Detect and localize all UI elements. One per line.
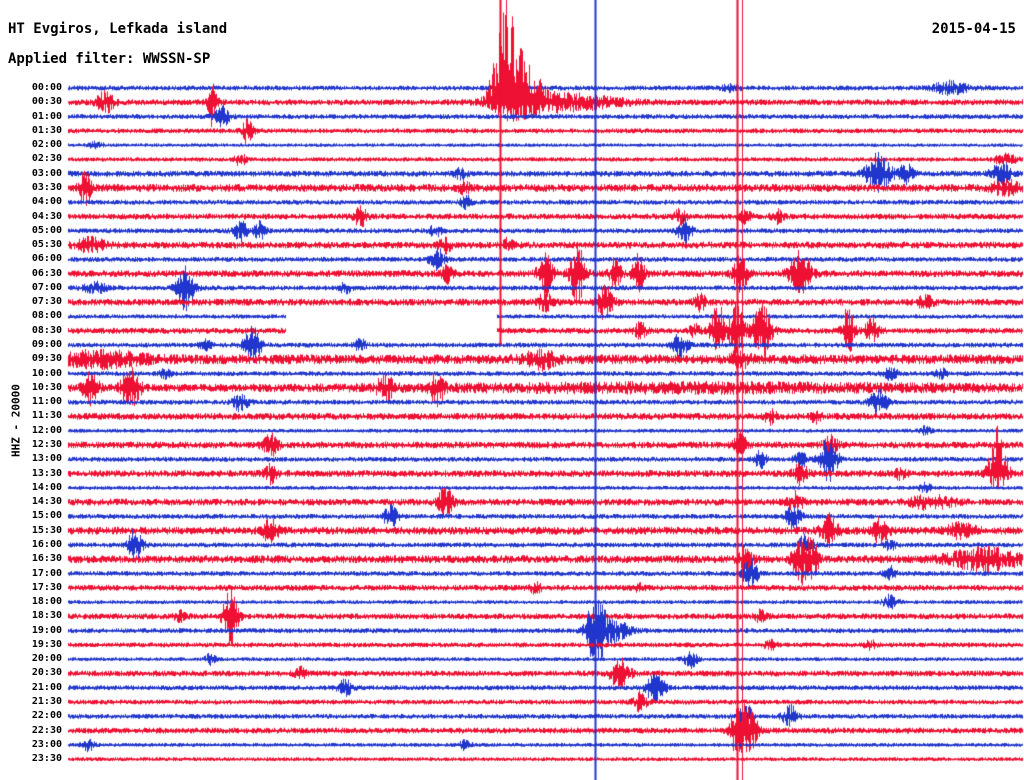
time-label: 08:30 xyxy=(31,324,62,336)
time-label: 13:00 xyxy=(31,453,62,465)
time-label: 20:30 xyxy=(31,667,62,679)
time-label: 08:00 xyxy=(31,310,62,322)
time-label: 01:00 xyxy=(31,110,62,122)
time-label: 21:30 xyxy=(31,696,62,708)
time-label: 09:30 xyxy=(31,353,62,365)
time-label: 05:00 xyxy=(31,224,62,236)
time-label: 18:00 xyxy=(31,596,62,608)
time-label: 19:30 xyxy=(31,638,62,650)
time-label: 16:00 xyxy=(31,538,62,550)
time-label: 01:30 xyxy=(31,124,62,136)
time-label: 11:30 xyxy=(31,410,62,422)
time-label: 12:30 xyxy=(31,439,62,450)
time-label: 09:00 xyxy=(31,339,62,351)
time-label: 12:00 xyxy=(31,424,62,436)
time-label: 07:30 xyxy=(31,296,62,308)
time-label: 16:30 xyxy=(31,553,62,565)
time-label: 21:00 xyxy=(31,681,62,693)
time-label: 03:00 xyxy=(31,167,62,179)
time-label: 23:00 xyxy=(31,738,62,750)
time-label: 17:30 xyxy=(31,581,62,593)
station-title: HT Evgiros, Lefkada island xyxy=(8,21,228,37)
filter-label: Applied filter: WWSSN-SP xyxy=(8,51,211,67)
time-label: 15:30 xyxy=(31,524,62,536)
time-label: 00:00 xyxy=(31,82,62,93)
time-label: 15:00 xyxy=(31,510,62,522)
time-label: 20:00 xyxy=(31,653,62,665)
time-label: 04:30 xyxy=(31,210,62,222)
time-label: 06:30 xyxy=(31,267,62,279)
time-labels: 00:00 00:30 01:00 01:30 02:00 02:30 03:00 03:30… xyxy=(0,0,62,780)
time-label: 02:00 xyxy=(31,139,62,151)
time-label: 03:30 xyxy=(31,181,62,193)
time-label: 14:00 xyxy=(31,481,62,493)
time-label: 22:30 xyxy=(31,724,62,736)
time-label: 04:00 xyxy=(31,196,62,208)
time-label: 02:30 xyxy=(31,153,62,165)
time-label: 19:00 xyxy=(31,624,62,636)
time-label: 10:30 xyxy=(31,381,62,393)
time-label: 14:30 xyxy=(31,496,62,508)
time-label: 00:30 xyxy=(31,96,62,108)
time-label: 07:00 xyxy=(31,281,62,293)
time-label: 11:00 xyxy=(31,396,62,408)
time-label: 05:30 xyxy=(31,239,62,251)
date-label: 2015-04-15 xyxy=(931,21,1016,37)
time-label: 13:30 xyxy=(31,467,62,479)
time-label: 06:00 xyxy=(31,253,62,265)
time-label: 10:00 xyxy=(31,367,62,379)
time-label: 22:00 xyxy=(31,710,62,722)
time-label: 23:30 xyxy=(31,753,62,765)
time-label: 17:00 xyxy=(31,567,62,579)
time-label: 18:30 xyxy=(31,610,62,622)
